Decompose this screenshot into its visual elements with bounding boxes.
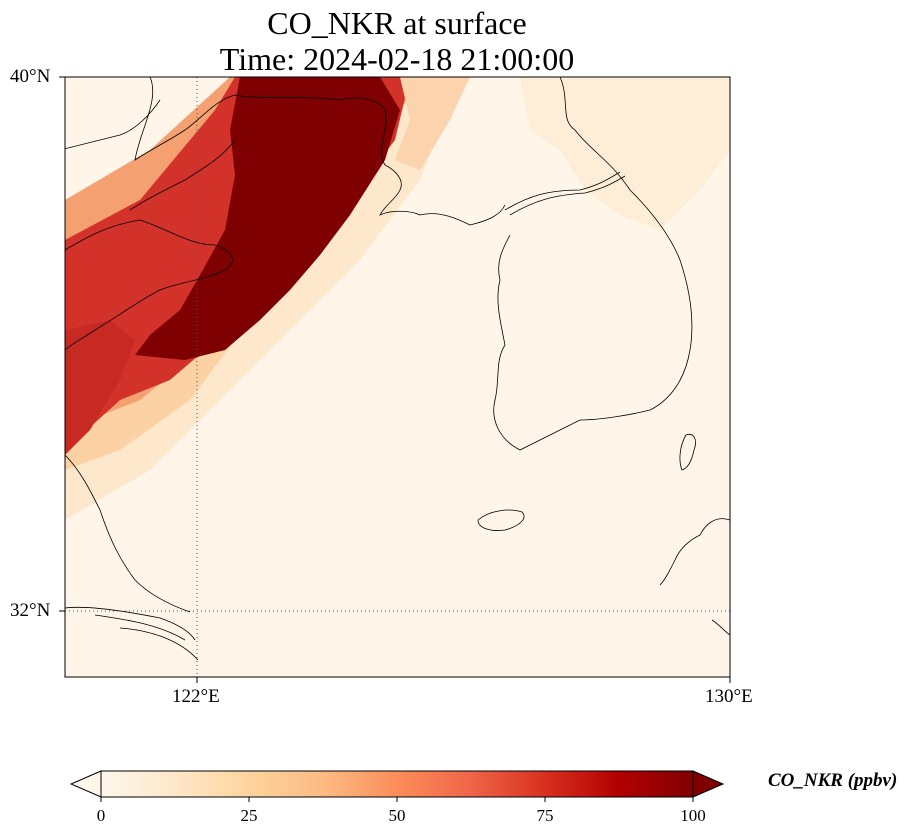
coastline-kyushu (659, 518, 730, 636)
plume-northeast-patch (395, 77, 470, 170)
colorbar-extend-max (692, 770, 725, 798)
yangtze-estuary (65, 606, 199, 661)
lon-label-122e: 122°E (172, 686, 220, 707)
colorbar-label-75: 75 (536, 806, 554, 825)
lon-label-130e: 130°E (705, 686, 753, 707)
lat-label-32n: 32°N (10, 600, 51, 621)
colorbar-gradient (100, 770, 694, 798)
coastlines (65, 77, 730, 661)
map-frame (64, 76, 731, 678)
west-coast-red-patch (65, 320, 135, 455)
coastline-china-east (65, 454, 191, 613)
max-concentration-plume (135, 77, 400, 360)
colorbar (69, 770, 725, 802)
low-concentration-east (520, 77, 730, 230)
colorbar-extend-min (69, 770, 102, 798)
chart-title-line2: Time: 2024-02-18 21:00:00 (219, 41, 575, 77)
colorbar-label-0: 0 (96, 806, 106, 825)
lat-label-40n: 40°N (10, 66, 51, 87)
colorbar-title: CO_NKR (ppbv) (768, 770, 898, 791)
korea-border (504, 171, 626, 216)
coastline-shandong (65, 219, 233, 351)
island-jeju (477, 509, 525, 531)
colorbar-label-50: 50 (388, 806, 406, 825)
coastline-korea-peninsula (493, 77, 693, 451)
coastline-liaodong (65, 99, 236, 211)
coastline-north-china (134, 77, 506, 226)
colorbar-label-100: 100 (680, 806, 706, 825)
colorbar-label-25: 25 (240, 806, 258, 825)
map-area (65, 77, 730, 677)
island-tsushima (679, 433, 696, 471)
chart-title-line1: CO_NKR at surface (267, 5, 527, 41)
